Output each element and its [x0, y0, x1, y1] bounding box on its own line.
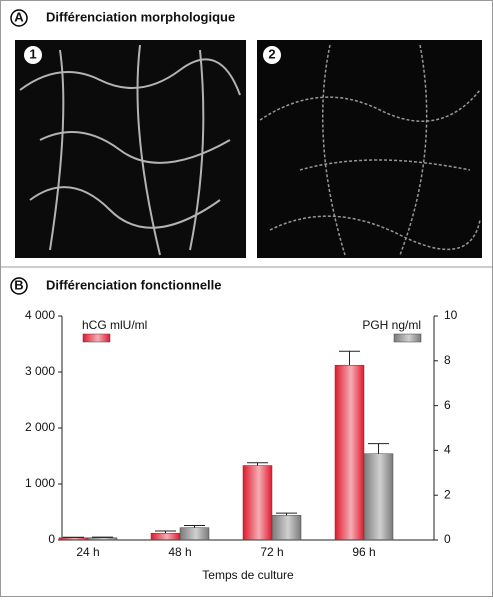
bar: [271, 515, 302, 541]
error-bar: [184, 524, 205, 528]
x-tick-label: 96 h: [352, 545, 375, 559]
y2-tick-label: 10: [444, 308, 458, 322]
legend-label: hCG mlU/ml: [82, 318, 147, 332]
y2-tick-label: 8: [444, 353, 451, 367]
micrograph: 1: [15, 40, 246, 258]
y-tick-label: 4 000: [25, 308, 55, 322]
x-tick-label: 24 h: [76, 545, 99, 559]
x-axis-title: Temps de culture: [202, 568, 294, 582]
y2-tick-label: 6: [444, 398, 451, 412]
panel-title: Différenciation fonctionnelle: [46, 277, 222, 292]
bar: [87, 537, 118, 541]
y2-tick-label: 0: [444, 532, 451, 546]
x-tick-label: 72 h: [260, 545, 283, 559]
bar: [58, 537, 89, 541]
panel-letter: A: [14, 9, 24, 24]
y-tick-label: 3 000: [25, 364, 55, 378]
bar: [334, 365, 365, 541]
bar: [242, 465, 273, 541]
bar: [179, 527, 210, 541]
legend-swatch: [393, 333, 422, 343]
micrograph: 2: [257, 40, 482, 258]
error-bar: [155, 530, 176, 534]
image-number: 2: [268, 46, 275, 61]
bar: [150, 533, 181, 541]
y-tick-label: 2 000: [25, 420, 55, 434]
y2-tick-label: 4: [444, 443, 451, 457]
y-tick-label: 1 000: [25, 476, 55, 490]
error-bar: [368, 443, 389, 454]
image-number: 1: [29, 46, 36, 61]
panel-title: Différenciation morphologique: [46, 9, 235, 24]
panel-letter: B: [14, 277, 23, 292]
legend-swatch: [82, 333, 111, 343]
legend-label: PGH ng/ml: [362, 318, 421, 332]
panel-badge: [10, 9, 28, 27]
error-bar: [92, 536, 113, 538]
error-bar: [63, 536, 84, 538]
y2-tick-label: 2: [444, 487, 451, 501]
error-bar: [276, 512, 297, 516]
error-bar: [247, 462, 268, 466]
panel-badge: [10, 277, 28, 295]
error-bar: [339, 350, 360, 366]
y-tick-label: 0: [48, 532, 55, 546]
bar: [363, 453, 394, 541]
x-tick-label: 48 h: [168, 545, 191, 559]
